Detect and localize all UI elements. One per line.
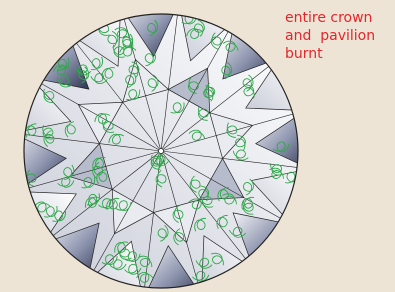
annotation-line: and pavilion xyxy=(285,28,375,44)
culet xyxy=(159,149,164,154)
annotation-line: entire crown xyxy=(285,10,372,26)
annotation-line: burnt xyxy=(285,46,323,62)
page: entire crown and pavilion burnt (() => {… xyxy=(0,0,395,292)
diagram: entire crown and pavilion burnt xyxy=(0,0,395,292)
